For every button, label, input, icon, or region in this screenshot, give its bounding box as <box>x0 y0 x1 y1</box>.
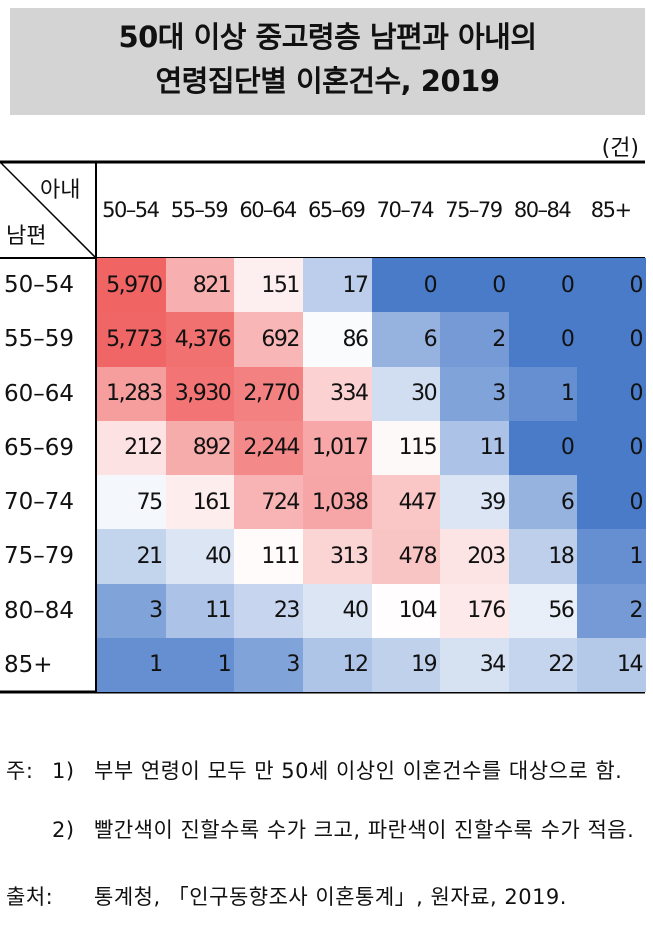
cell: 6 <box>371 312 441 367</box>
cell: 111 <box>234 529 303 584</box>
cell: 0 <box>371 258 441 313</box>
cell: 39 <box>440 475 509 530</box>
cell: 1 <box>165 637 235 692</box>
cell: 12 <box>302 637 372 692</box>
unit: (건) <box>601 136 639 161</box>
cell: 0 <box>508 312 578 367</box>
cell: 0 <box>577 258 646 313</box>
cell: 3 <box>234 637 303 692</box>
cell: 1 <box>97 637 166 692</box>
row-header: 70–74 <box>4 489 75 516</box>
cell: 30 <box>371 366 441 421</box>
cell: 11 <box>440 420 509 475</box>
row-header: 55–59 <box>4 326 75 353</box>
cell: 447 <box>371 475 441 530</box>
cell: 212 <box>97 420 166 475</box>
cell: 0 <box>508 258 578 313</box>
cell: 19 <box>371 637 441 692</box>
cell: 3,930 <box>165 366 235 421</box>
cell: 0 <box>577 366 646 421</box>
row-header: 60–64 <box>4 380 75 407</box>
source-text: 통계청, 「인구동향조사 이혼통계」, 원자료, 2019. <box>94 885 567 909</box>
cell: 161 <box>165 475 235 530</box>
title-line: 연령집단별 이혼건수, 2019 <box>155 64 500 98</box>
row-header: 65–69 <box>4 434 75 461</box>
source-label: 출처: <box>6 885 54 909</box>
cell: 1 <box>577 529 646 584</box>
note-num: 2) <box>52 818 75 842</box>
cell: 478 <box>371 529 441 584</box>
cell: 0 <box>577 475 646 530</box>
cell: 0 <box>508 420 578 475</box>
table: 아내 남편 50–54 55–59 60–64 65–69 70–74 75–79 80–8… <box>0 160 646 694</box>
cell: 14 <box>577 637 646 692</box>
cell: 1,038 <box>302 475 372 530</box>
cell: 21 <box>97 529 166 584</box>
row-header: 80–84 <box>4 597 75 624</box>
column-header: 60–64 <box>239 198 297 222</box>
note-num: 1) <box>52 759 75 783</box>
cell: 86 <box>302 312 372 367</box>
column-header: 75–79 <box>445 198 503 222</box>
cell: 334 <box>302 366 372 421</box>
column-header: 65–69 <box>307 198 366 222</box>
cell: 56 <box>508 583 578 638</box>
cell: 5,970 <box>97 258 166 313</box>
cell: 40 <box>165 529 235 584</box>
cell: 34 <box>440 637 509 692</box>
cell: 40 <box>302 583 372 638</box>
cell: 1,283 <box>97 366 166 421</box>
title-box: 50대 이상 중고령층 남편과 아내의 연령집단별 이혼건수, 2019 <box>10 8 645 115</box>
row-header: 75–79 <box>4 543 75 570</box>
cell: 11 <box>165 583 235 638</box>
cell: 2 <box>577 583 646 638</box>
cell: 18 <box>508 529 578 584</box>
note-text: 빨간색이 진할수록 수가 크고, 파란색이 진할수록 수가 적음. <box>94 818 635 842</box>
cell: 151 <box>234 258 303 313</box>
cell: 1 <box>508 366 578 421</box>
cell: 2,244 <box>234 420 303 475</box>
cell: 724 <box>234 475 303 530</box>
cell: 892 <box>165 420 235 475</box>
cell: 313 <box>302 529 372 584</box>
column-header: 80–84 <box>513 198 572 222</box>
cell: 176 <box>440 583 509 638</box>
note-text: 부부 연령이 모두 만 50세 이상인 이혼건수를 대상으로 함. <box>94 759 623 783</box>
cell: 4,376 <box>165 312 235 367</box>
cell: 1,017 <box>302 420 372 475</box>
cell: 2,770 <box>234 366 303 421</box>
cell: 0 <box>577 420 646 475</box>
notes-label: 주: <box>6 759 34 783</box>
row-header: 85+ <box>4 651 53 678</box>
column-header: 70–74 <box>376 198 435 222</box>
cell: 23 <box>234 583 303 638</box>
cell: 692 <box>234 312 303 367</box>
cell: 17 <box>302 258 372 313</box>
cell: 3 <box>440 366 509 421</box>
row-header: 50–54 <box>4 272 75 299</box>
title-line: 50대 이상 중고령층 남편과 아내의 <box>118 20 537 54</box>
cell: 5,773 <box>97 312 166 367</box>
cell: 22 <box>508 637 578 692</box>
cell: 104 <box>371 583 441 638</box>
column-header: 50–54 <box>102 198 160 222</box>
column-header: 85+ <box>590 198 632 222</box>
column-header: 55–59 <box>170 198 229 222</box>
cell: 821 <box>165 258 235 313</box>
cell: 2 <box>440 312 509 367</box>
corner-row: 남편 <box>6 224 47 249</box>
cell: 3 <box>97 583 166 638</box>
cell: 6 <box>508 475 578 530</box>
cell: 0 <box>577 312 646 367</box>
cell: 0 <box>440 258 509 313</box>
corner-col: 아내 <box>40 178 81 203</box>
cell: 203 <box>440 529 509 584</box>
cell: 115 <box>371 420 441 475</box>
cell: 75 <box>97 475 166 530</box>
